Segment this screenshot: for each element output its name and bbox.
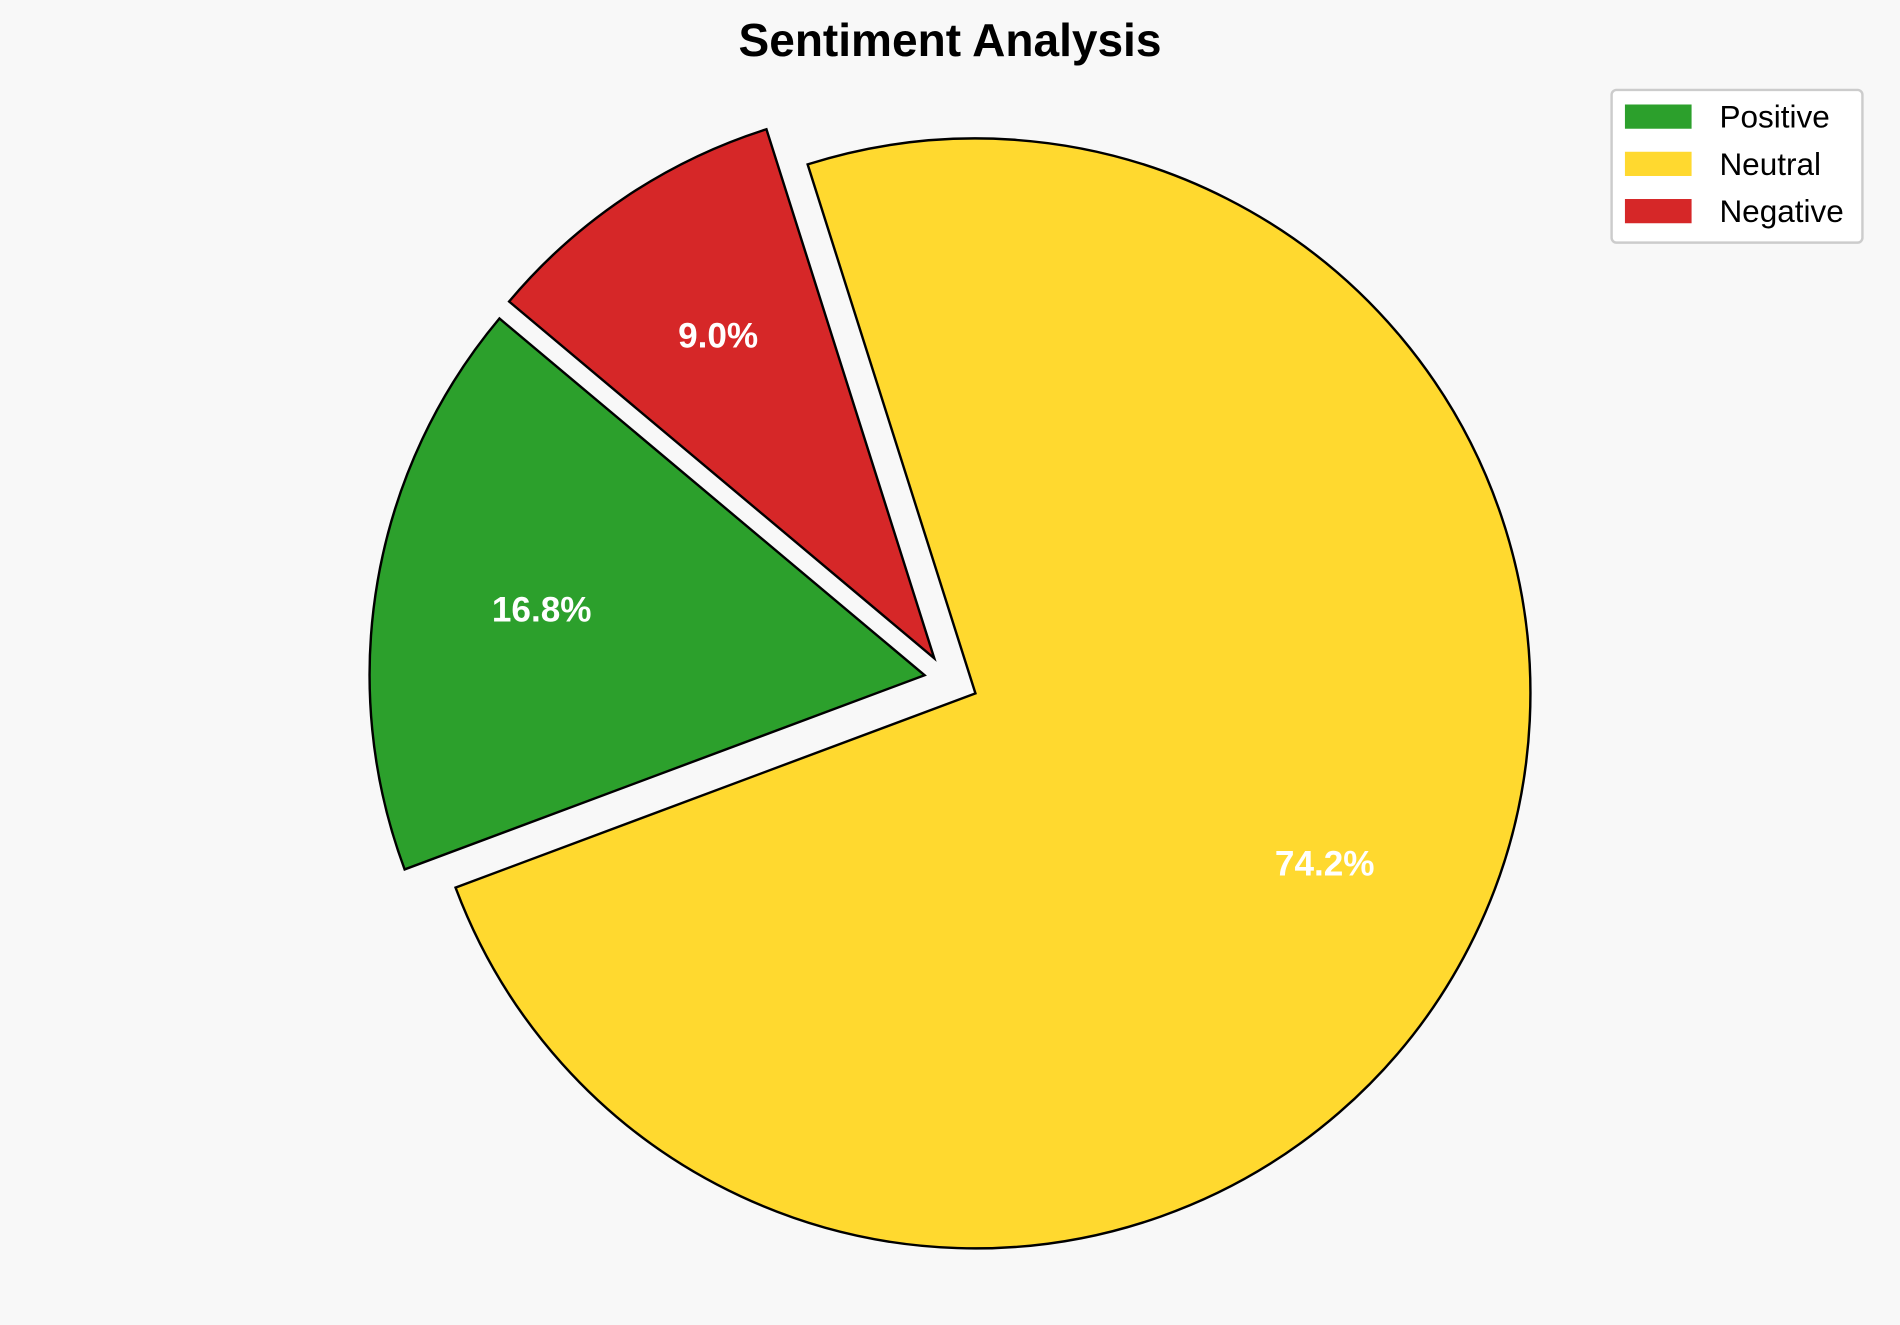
legend-swatch-positive (1624, 104, 1692, 129)
slices (368, 127, 1532, 1250)
legend-swatch-negative (1624, 199, 1692, 224)
legend: Positive Neutral Negative (1610, 88, 1864, 244)
slice-negative (507, 127, 937, 662)
chart-title: Sentiment Analysis (739, 14, 1162, 66)
slice-neutral (453, 137, 1532, 1250)
slice-label-neutral: 74.2% (1275, 845, 1375, 884)
slice-label-positive: 16.8% (492, 590, 592, 629)
slice-label-negative: 9.0% (678, 317, 758, 356)
legend-swatch-neutral (1624, 151, 1692, 176)
legend-label-positive: Positive (1719, 99, 1829, 135)
legend-label-negative: Negative (1719, 193, 1843, 229)
slice-labels: 16.8% 74.2% 9.0% (492, 317, 1375, 884)
legend-label-neutral: Neutral (1719, 146, 1821, 182)
slice-positive (368, 316, 927, 871)
